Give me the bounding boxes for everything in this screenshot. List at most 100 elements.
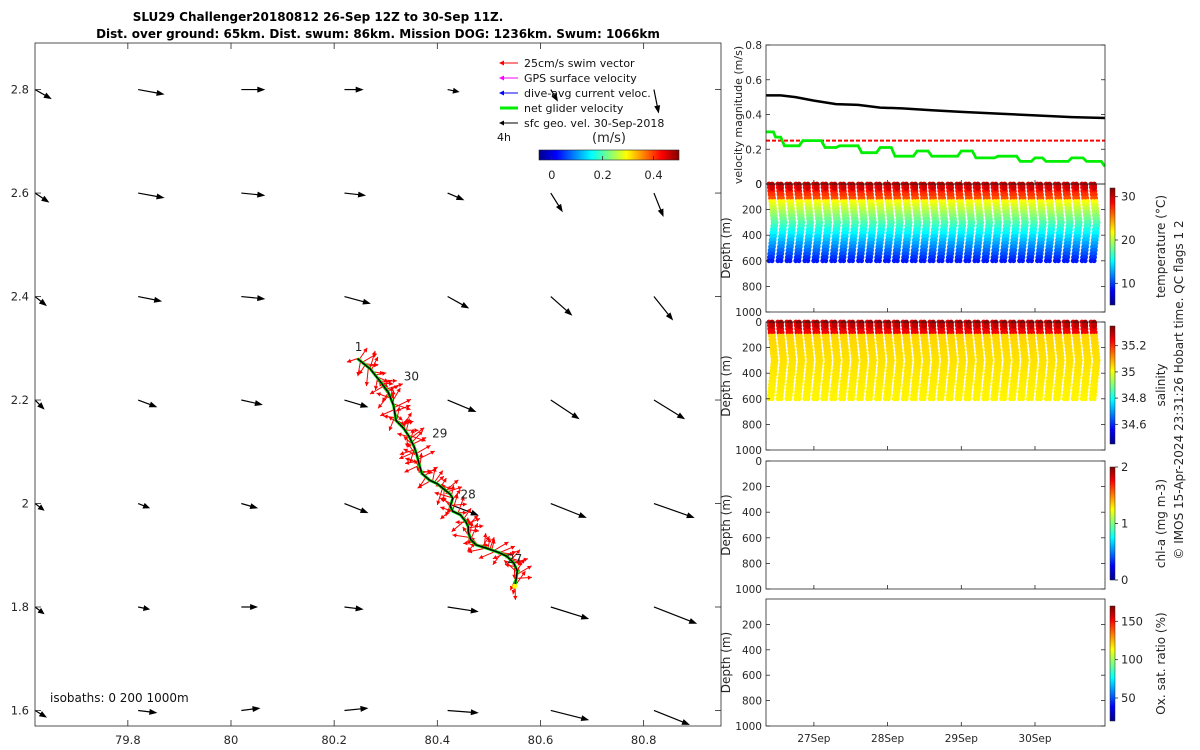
temperature-point <box>1032 216 1038 222</box>
swim-vector-head <box>442 478 447 483</box>
salinity-point <box>941 378 947 384</box>
swim-vector-head <box>399 455 404 460</box>
temperature-point <box>834 206 840 211</box>
temperature-point <box>1092 247 1098 253</box>
geo-vector-head <box>470 607 479 614</box>
temperature-point <box>903 258 909 264</box>
temperature-point <box>904 254 910 260</box>
salinity-surface-point <box>858 322 865 329</box>
date-tick-label: 30Sep <box>1018 733 1051 745</box>
salinity-point <box>845 361 850 367</box>
salinity-surface-point <box>992 322 999 329</box>
salinity-point <box>968 340 974 346</box>
swim-vector-head <box>418 452 424 458</box>
salinity-point <box>826 368 832 374</box>
temperature-point <box>824 192 830 197</box>
salinity-point <box>843 344 849 349</box>
salinity-point <box>915 340 920 346</box>
salinity-point <box>940 392 945 398</box>
salinity-point <box>816 340 822 346</box>
salinity-point <box>887 385 892 391</box>
salinity-point <box>1006 361 1011 367</box>
temperature-point <box>824 247 830 253</box>
temperature-point <box>933 209 939 215</box>
temperature-point <box>914 240 920 246</box>
temperature-point <box>779 251 785 257</box>
salinity-point <box>862 354 868 360</box>
salinity-point <box>1049 340 1055 346</box>
temperature-point <box>1092 251 1098 257</box>
salinity-point <box>916 351 921 356</box>
temperature-point <box>1004 202 1010 208</box>
temperature-point <box>1077 223 1083 229</box>
salinity-surface-point <box>965 322 972 329</box>
temperature-point <box>841 258 847 264</box>
temperature-point <box>789 240 795 246</box>
temperature-point <box>898 227 904 232</box>
swim-vector-head <box>358 369 363 375</box>
temperature-point <box>934 213 939 218</box>
salinity-point <box>905 333 911 339</box>
salinity-point <box>1002 392 1008 398</box>
salinity-point <box>1021 330 1027 335</box>
temperature-point <box>1039 192 1044 197</box>
salinity-point <box>906 368 912 374</box>
salinity-point <box>1048 330 1053 335</box>
salinity-point <box>1084 378 1090 384</box>
salinity-point <box>1092 385 1098 391</box>
salinity-point <box>787 396 793 402</box>
salinity-point <box>835 347 841 353</box>
temperature-point <box>817 213 823 218</box>
salinity-point <box>930 396 936 402</box>
salinity-point <box>871 347 876 353</box>
temperature-point <box>1029 254 1035 260</box>
temperature-point <box>1075 244 1081 250</box>
temperature-point <box>842 192 848 197</box>
temperature-point <box>1064 258 1070 264</box>
temperature-point <box>997 223 1002 229</box>
temperature-point <box>914 192 919 197</box>
salinity-point <box>1003 385 1009 391</box>
salinity-point <box>1047 389 1053 395</box>
salinity-point <box>798 378 804 384</box>
temperature-point <box>969 227 975 232</box>
salinity-point <box>969 368 975 374</box>
temperature-point <box>932 240 938 246</box>
salinity-point <box>943 365 948 370</box>
salinity-point <box>824 330 830 335</box>
salinity-point <box>905 330 910 335</box>
swim-vector-head <box>418 431 423 436</box>
map-x-tick-label: 80.8 <box>631 733 657 747</box>
salinity-point <box>816 378 822 384</box>
temperature-point <box>788 251 794 257</box>
temperature-point <box>834 240 839 246</box>
salinity-point <box>788 385 794 391</box>
salinity-point <box>896 333 902 339</box>
salinity-point <box>789 333 794 339</box>
salinity-point <box>1051 358 1056 363</box>
temperature-point <box>931 247 937 253</box>
salinity-point <box>915 368 921 374</box>
temperature-point <box>815 244 821 250</box>
temperature-point <box>976 192 982 197</box>
temperature-point <box>993 258 999 264</box>
temperature-point <box>898 213 904 218</box>
temperature-point <box>886 258 891 264</box>
temperature-point <box>843 240 848 246</box>
swim-vector-head <box>404 468 410 473</box>
temperature-point <box>878 192 883 197</box>
salinity-point <box>1059 354 1065 360</box>
salinity-point <box>1050 365 1056 370</box>
temperature-point <box>1014 209 1019 215</box>
temperature-point <box>1085 206 1091 211</box>
salinity-point <box>824 385 830 391</box>
salinity-point <box>841 392 847 398</box>
map-colorbar-tick-label: 0.4 <box>644 168 662 182</box>
salinity-point <box>1050 351 1056 356</box>
salinity-point <box>924 368 930 374</box>
speed-series <box>766 94 1105 168</box>
temperature-point <box>878 240 884 246</box>
chla-colorbar-label: chl-a (mg m-3) <box>1154 479 1168 568</box>
salinity-point <box>931 389 937 395</box>
